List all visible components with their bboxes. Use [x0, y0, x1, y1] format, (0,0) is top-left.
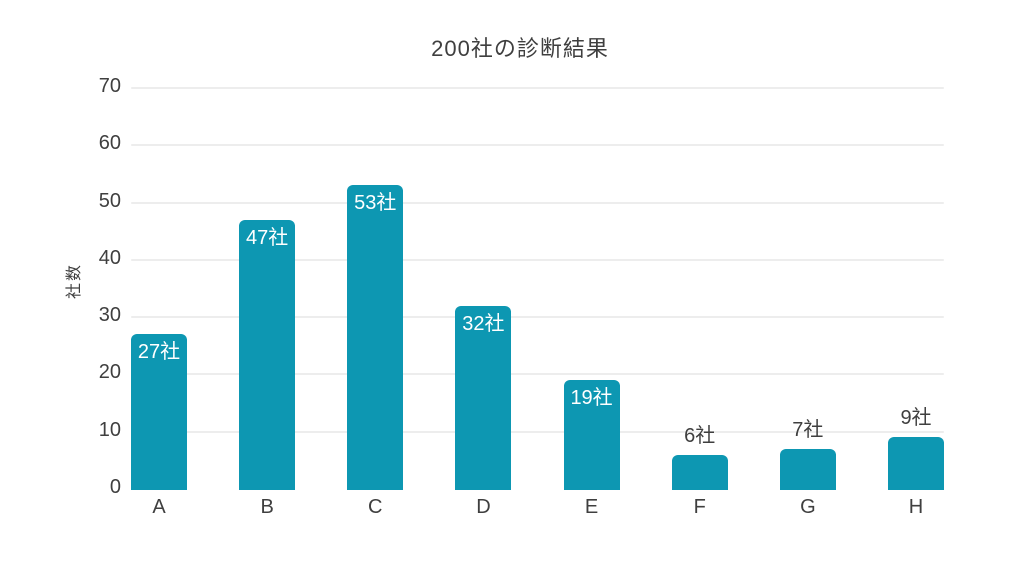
y-tick-label: 60: [98, 132, 121, 155]
y-tick-label: 20: [98, 361, 121, 384]
bar: [455, 305, 512, 490]
gridline: [131, 144, 944, 147]
x-tick-label: A: [152, 496, 166, 518]
x-tick-label: G: [800, 496, 816, 518]
bar: [671, 454, 728, 490]
x-tick-label: F: [693, 496, 706, 518]
bar-value-label: 47社: [246, 226, 289, 249]
gridline: [131, 201, 944, 204]
y-tick-label: 30: [98, 304, 121, 327]
gridline: [131, 258, 944, 261]
bar-value-label: 9社: [900, 407, 932, 430]
bar-value-label: 53社: [354, 192, 397, 215]
bar: [779, 448, 836, 490]
bar-value-label: 6社: [684, 424, 716, 447]
gridline: [131, 316, 944, 319]
bar-value-label: 27社: [137, 341, 181, 364]
x-tick-label: C: [368, 496, 383, 518]
bar-value-label: 32社: [462, 312, 505, 335]
x-tick-label: H: [908, 496, 924, 518]
bar: [563, 380, 620, 490]
bar: [131, 334, 187, 490]
x-tick-label: E: [584, 496, 599, 518]
y-tick-label: 10: [98, 418, 121, 441]
y-tick-label: 0: [109, 476, 121, 498]
bar-value-label: 19社: [570, 387, 613, 410]
x-tick-label: D: [476, 496, 491, 518]
gridline: [131, 430, 944, 433]
bar: [888, 437, 944, 490]
gridline: [131, 87, 944, 89]
chart-title: 200社の診断結果: [431, 36, 609, 61]
bar: [239, 219, 296, 490]
y-tick-label: 70: [98, 75, 121, 97]
bar: [347, 185, 404, 490]
y-tick-label: 40: [98, 246, 121, 269]
bar-value-label: 7社: [792, 418, 824, 441]
x-tick-label: B: [260, 496, 274, 518]
y-tick-label: 50: [98, 189, 121, 212]
gridline: [131, 373, 944, 376]
